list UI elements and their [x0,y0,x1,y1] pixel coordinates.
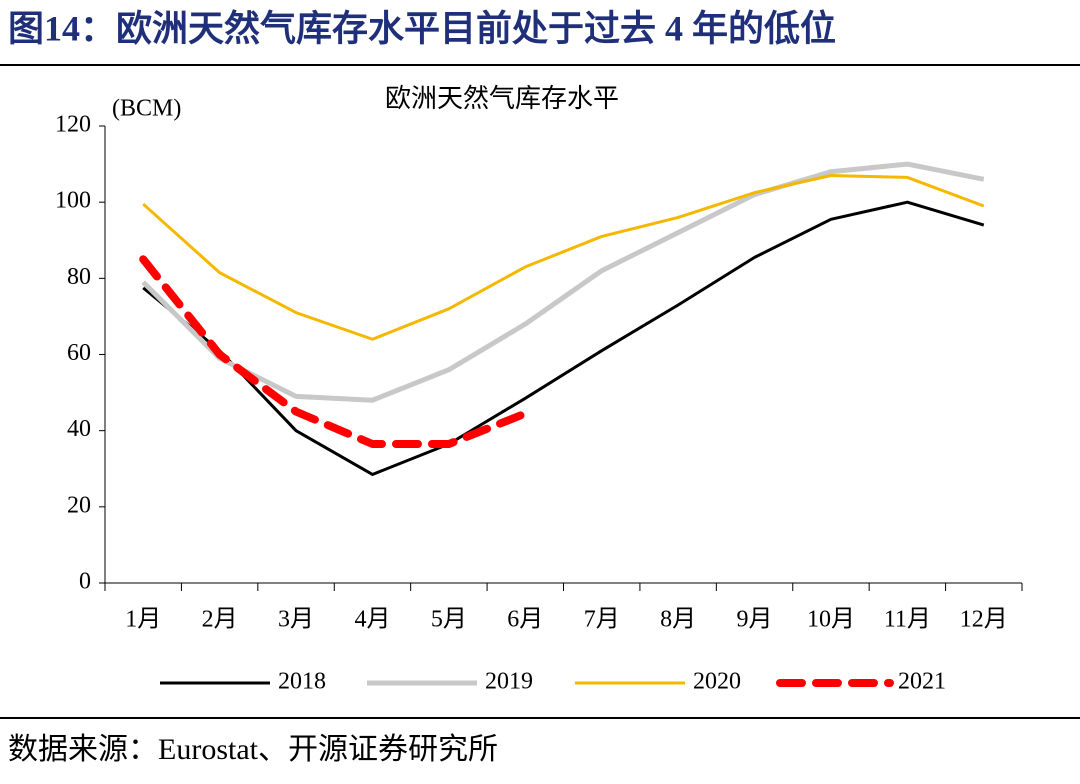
series-line [142,200,985,476]
x-tick-label: 1月 [125,607,161,633]
x-tick-label: 4月 [354,607,390,633]
series-line [141,161,985,403]
legend-label: 2018 [278,669,326,695]
source: 数据来源：Eurostat、开源证券研究所 [8,733,498,766]
x-tick-label: 3月 [278,607,314,633]
y-tick-label: 60 [67,340,91,366]
x-tick-label: 5月 [431,607,467,633]
figure-title: 图14：欧洲天然气库存水平目前处于过去 4 年的低位 [8,7,836,48]
x-tick-label: 9月 [737,607,773,633]
y-tick-label: 40 [67,416,91,442]
x-tick-label: 2月 [202,607,238,633]
legend-label: 2019 [485,669,533,695]
chart-title: 欧洲天然气库存水平 [385,84,619,113]
series-line [142,174,985,341]
y-axis-label: (BCM) [112,96,181,122]
x-tick-label: 6月 [507,607,543,633]
x-tick-label: 8月 [660,607,696,633]
legend-label: 2021 [898,669,946,695]
x-tick-label: 11月 [884,607,931,633]
legend-label: 2020 [693,669,741,695]
y-tick-label: 80 [67,264,91,290]
x-tick-label: 10月 [807,607,855,633]
y-tick-label: 120 [55,112,91,138]
y-tick-label: 0 [79,569,91,595]
y-tick-label: 100 [55,188,91,214]
x-tick-label: 12月 [960,607,1008,633]
series-line [139,255,530,448]
x-tick-label: 7月 [584,607,620,633]
y-tick-label: 20 [67,492,91,518]
